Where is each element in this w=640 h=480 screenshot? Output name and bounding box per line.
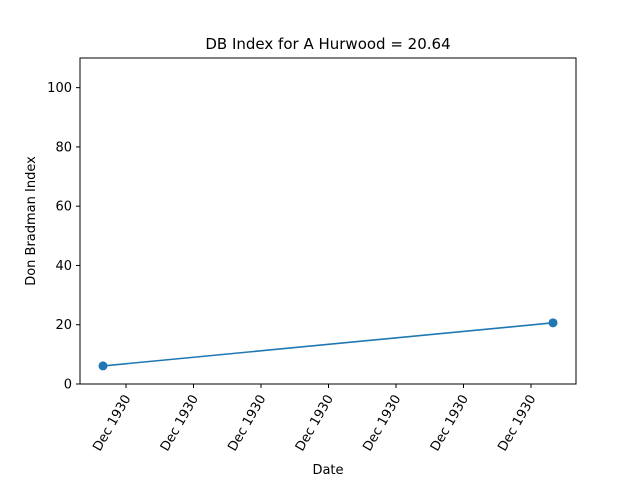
x-tick-label: Dec 1930: [360, 393, 404, 455]
y-tick-label: 0: [64, 378, 72, 393]
data-point: [98, 361, 108, 371]
x-tick-label: Dec 1930: [225, 393, 269, 455]
data-point: [548, 318, 558, 328]
y-axis: 0 20 40 60 80 100: [47, 81, 80, 393]
x-tick-label: Dec 1930: [495, 393, 539, 455]
y-tick-label: 20: [55, 318, 72, 333]
y-tick-label: 60: [55, 200, 72, 215]
series-line: [102, 322, 554, 367]
x-tick-label: Dec 1930: [293, 393, 337, 455]
chart-title: DB Index for A Hurwood = 20.64: [205, 35, 450, 53]
plot-area: [98, 318, 558, 371]
y-tick-label: 80: [55, 140, 72, 155]
x-tick-label: Dec 1930: [158, 393, 202, 455]
x-axis-label: Date: [312, 463, 343, 478]
y-tick-label: 100: [47, 81, 72, 96]
y-tick-label: 40: [55, 259, 72, 274]
plot-frame: [79, 57, 577, 385]
x-axis: Dec 1930 Dec 1930 Dec 1930 Dec 1930 Dec 1930…: [90, 384, 539, 454]
x-tick-label: Dec 1930: [428, 393, 472, 455]
y-axis-label: Don Bradman Index: [24, 156, 39, 286]
x-tick-label: Dec 1930: [90, 393, 134, 455]
